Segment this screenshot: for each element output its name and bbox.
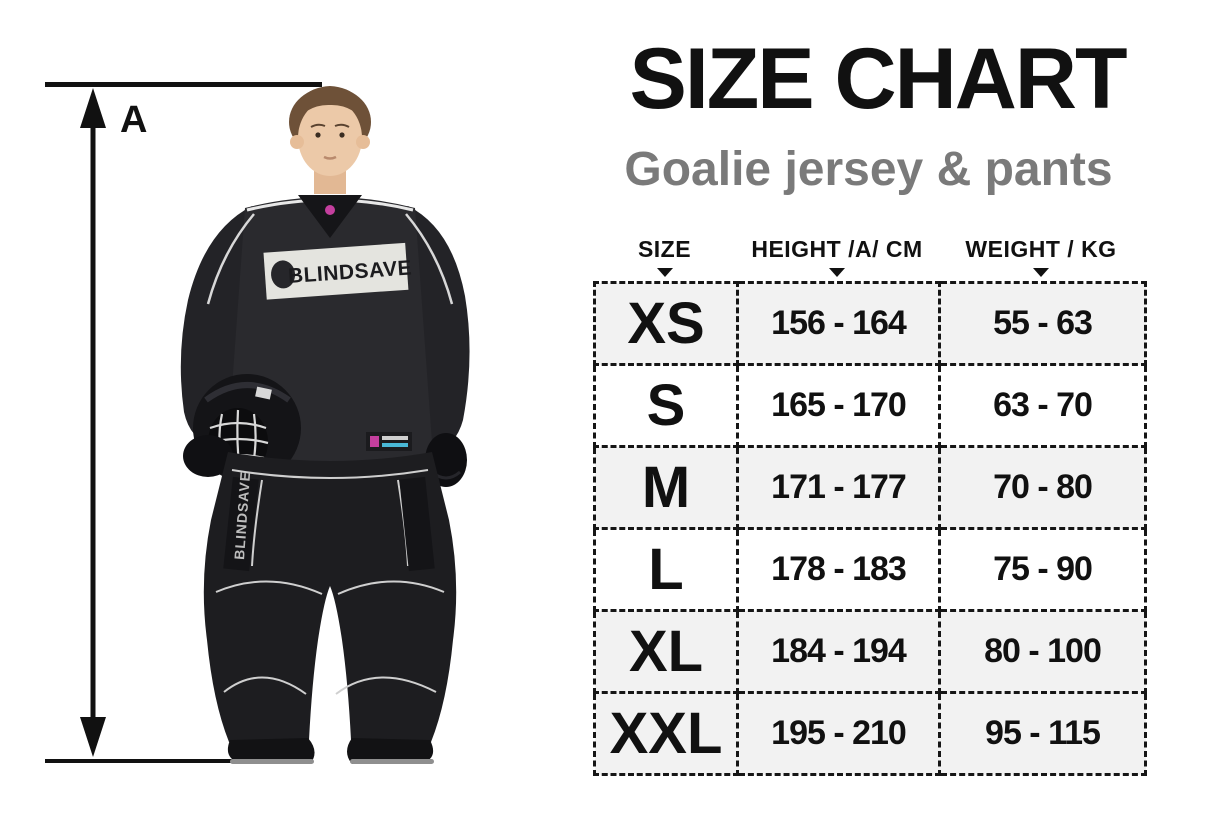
down-triangle-icon xyxy=(829,268,845,277)
mask-logo xyxy=(255,386,272,400)
table-row: XL 184 - 194 80 - 100 xyxy=(593,609,1147,694)
column-label: HEIGHT /A/ CM xyxy=(751,236,923,262)
patch-bg xyxy=(263,242,409,300)
collar-logo xyxy=(325,205,335,215)
patch-helmet-logo xyxy=(271,260,296,289)
goalie-illustration: A xyxy=(45,82,470,764)
face xyxy=(298,100,362,176)
weight-cell: 75 - 90 xyxy=(938,527,1147,612)
measure-bottom-line xyxy=(45,759,258,763)
goalie-head xyxy=(289,86,371,194)
right-sole xyxy=(350,759,434,764)
ear-left xyxy=(290,135,304,149)
size-cell: XL xyxy=(593,609,739,694)
left-shoe xyxy=(227,738,315,764)
table-row: M 171 - 177 70 - 80 xyxy=(593,445,1147,530)
measure-top-line xyxy=(45,82,322,87)
photo-panel: A xyxy=(0,0,560,816)
height-cell: 156 - 164 xyxy=(736,281,941,366)
column-label: SIZE xyxy=(637,236,692,262)
goalie-pants: BLINDSAVE xyxy=(203,452,457,742)
mask-sheen xyxy=(204,382,291,403)
page-subtitle: Goalie jersey & pants xyxy=(624,143,1113,196)
height-cell: 178 - 183 xyxy=(736,527,941,612)
pants-brand-text: BLINDSAVE xyxy=(231,470,253,560)
brow-left xyxy=(310,123,326,128)
left-sleeve-piping xyxy=(206,213,255,305)
ear-right xyxy=(356,135,370,149)
goalie-shoes xyxy=(227,738,434,764)
table-row: S 165 - 170 63 - 70 xyxy=(593,363,1147,448)
weight-cell: 63 - 70 xyxy=(938,363,1147,448)
page-title: SIZE CHART xyxy=(629,31,1128,127)
size-table: XS 156 - 164 55 - 63 S 165 - 170 63 - 70 M 171 … xyxy=(593,281,1147,776)
size-cell: M xyxy=(593,445,739,530)
weight-cell: 80 - 100 xyxy=(938,609,1147,694)
brow-right xyxy=(334,123,350,128)
hem-badge-blue xyxy=(382,443,408,447)
hair-front xyxy=(290,86,370,128)
weight-cell: 70 - 80 xyxy=(938,445,1147,530)
size-panel: SIZE CHART Goalie jersey & pants SIZE HE… xyxy=(593,31,1147,776)
size-cell: XXL xyxy=(593,691,739,776)
right-sleeve-piping xyxy=(405,213,454,305)
table-row: XXL 195 - 210 95 - 115 xyxy=(593,691,1147,776)
arrow-down-icon xyxy=(80,717,106,757)
measurement-label: A xyxy=(120,99,147,141)
arrow-up-icon xyxy=(80,88,106,128)
measure-vertical-line xyxy=(90,122,96,720)
pants-body xyxy=(203,452,457,742)
size-cell: XS xyxy=(593,281,739,366)
v-neck-collar xyxy=(298,195,362,238)
height-cell: 165 - 170 xyxy=(736,363,941,448)
pants-brand-panel-right xyxy=(399,476,435,572)
right-shoe xyxy=(347,738,434,764)
hem-badge-white xyxy=(382,436,408,440)
size-cell: S xyxy=(593,363,739,448)
weight-cell: 55 - 63 xyxy=(938,281,1147,366)
measurement-arrow: A xyxy=(45,82,322,763)
down-triangle-icon xyxy=(1033,268,1049,277)
pants-brand-panel-left xyxy=(223,476,259,572)
weight-cell: 95 - 115 xyxy=(938,691,1147,776)
left-sole xyxy=(230,759,314,764)
down-triangle-icon xyxy=(656,268,673,277)
chest-patch: BLINDSAVE xyxy=(263,242,413,300)
column-header-height: HEIGHT /A/ CM xyxy=(736,236,938,277)
table-column-headers: SIZE HEIGHT /A/ CM WEIGHT / KG xyxy=(593,236,1144,277)
left-glove xyxy=(183,435,233,477)
height-cell: 195 - 210 xyxy=(736,691,941,776)
column-label: WEIGHT / KG xyxy=(965,236,1117,262)
size-cell: L xyxy=(593,527,739,612)
hem-badge-pink xyxy=(370,436,379,447)
mouth xyxy=(323,155,337,160)
column-header-weight: WEIGHT / KG xyxy=(938,236,1144,277)
hem-badge xyxy=(366,432,412,451)
goalie-figure: BLINDSAVE xyxy=(180,86,470,764)
height-cell: 184 - 194 xyxy=(736,609,941,694)
eye-right xyxy=(339,132,345,138)
eye-left xyxy=(315,132,321,138)
table-row: L 178 - 183 75 - 90 xyxy=(593,527,1147,612)
table-row: XS 156 - 164 55 - 63 xyxy=(593,281,1147,366)
column-header-size: SIZE xyxy=(593,236,736,277)
height-cell: 171 - 177 xyxy=(736,445,941,530)
goalie-jersey: BLINDSAVE xyxy=(180,195,470,465)
